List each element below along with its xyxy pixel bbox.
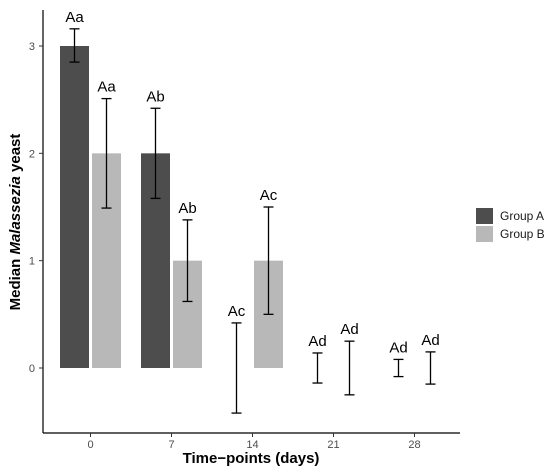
y-axis-title: Median Malassezia yeast [7,134,24,311]
error-bars-layer [69,28,436,414]
significance-label: Aa [65,9,84,26]
legend: Group A Group B [476,208,545,242]
y-ticks-layer: 0 1 2 3 [29,41,43,375]
error-bar [150,107,161,200]
legend-swatch [476,208,493,224]
error-bar [101,97,112,209]
x-tick-label: 0 [87,439,93,451]
error-bar [425,351,436,385]
significance-label: Ac [260,187,278,204]
y-tick-label: 0 [29,363,35,375]
error-bar [344,340,355,396]
x-ticks-layer: 0 7 14 21 28 [87,433,421,451]
error-bar [231,322,242,414]
significance-label: Ad [308,333,326,350]
significance-label: Aa [97,79,116,96]
bar [60,46,89,368]
significance-label: Ad [389,339,407,356]
y-axis-title-part: yeast [7,134,24,177]
significance-label: Ac [228,303,246,320]
significance-label: Ab [178,200,196,217]
x-tick-label: 14 [246,439,258,451]
legend-label: Group B [500,227,545,241]
significance-label: Ad [340,321,358,338]
significance-label: Ab [146,88,164,105]
x-axis-title: Time−points (days) [183,450,320,467]
significance-label: Ad [421,332,439,349]
legend-swatch [476,226,493,242]
x-tick-label: 21 [327,439,339,451]
y-axis-title-part: Malassezia [7,176,24,254]
bars-layer [60,46,283,368]
x-tick-label: 7 [168,439,174,451]
significance-labels-layer: Aa Aa Ab Ab Ac Ac Ad Ad Ad Ad [65,9,439,357]
error-bar [182,219,193,303]
error-bar [263,206,274,315]
error-bar [312,352,323,384]
y-tick-label: 3 [29,41,35,53]
y-tick-label: 2 [29,148,35,160]
y-tick-label: 1 [29,256,35,268]
x-tick-label: 28 [408,439,420,451]
y-axis-title-part: Median [7,255,24,311]
error-bar [69,28,80,63]
error-bar [393,358,404,378]
axes-layer [42,10,460,434]
legend-label: Group A [500,209,544,223]
